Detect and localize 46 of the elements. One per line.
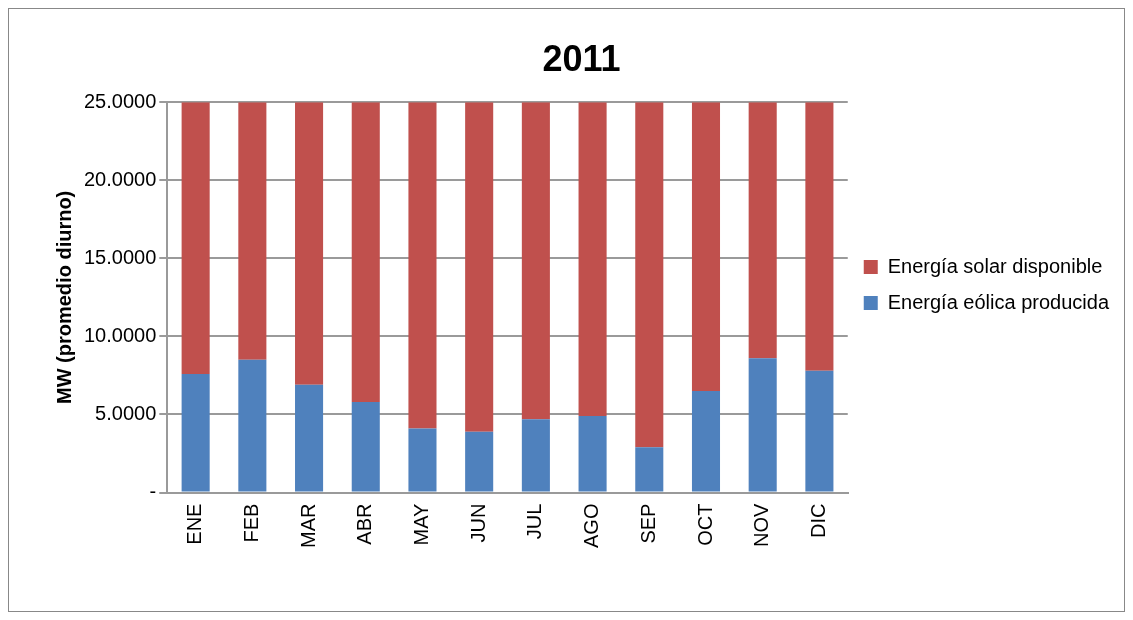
- bar: [691, 391, 721, 492]
- y-tick-label: 5.0000: [95, 401, 157, 424]
- bar: [181, 373, 210, 492]
- bar: [408, 102, 437, 429]
- x-tick-label: SEP: [636, 503, 659, 544]
- x-tick-label: OCT: [693, 503, 716, 546]
- x-tick-label: FEB: [239, 503, 262, 543]
- bar: [578, 102, 607, 417]
- x-tick-label: JUN: [466, 503, 489, 543]
- x-tick-label: MAY: [409, 503, 432, 546]
- bar: [578, 416, 607, 492]
- bar: [351, 401, 380, 492]
- bar: [465, 102, 494, 432]
- bar: [805, 102, 834, 371]
- x-tick-label: ENE: [183, 503, 206, 545]
- bar: [295, 102, 324, 385]
- bar: [238, 102, 267, 360]
- x-tick-label: JUL: [523, 503, 546, 540]
- x-tick-label: AGO: [580, 503, 603, 548]
- x-tick-label: NOV: [750, 502, 773, 547]
- legend-label: Energía solar disponible: [887, 254, 1103, 277]
- y-tick-label: -: [149, 480, 157, 503]
- bar: [465, 431, 494, 492]
- y-axis-title: MW (promedio diurno): [52, 190, 75, 405]
- y-tick-label: 10.0000: [84, 323, 157, 346]
- bar: [295, 384, 324, 492]
- bar: [238, 359, 267, 492]
- x-tick-label: ABR: [353, 503, 376, 545]
- x-tick-label: DIC: [806, 503, 829, 538]
- bar: [748, 102, 777, 359]
- bar: [351, 102, 380, 402]
- y-tick-label: 20.0000: [84, 167, 157, 190]
- chart-title: 2011: [542, 37, 621, 79]
- x-tick-label: MAR: [296, 503, 319, 548]
- bar: [748, 358, 777, 492]
- y-tick-label: 15.0000: [84, 245, 157, 268]
- bar: [805, 370, 834, 492]
- bar: [181, 102, 210, 374]
- bar: [521, 102, 550, 420]
- bar: [635, 102, 664, 448]
- bar: [635, 447, 664, 492]
- y-tick-label: 25.0000: [84, 89, 157, 112]
- bar: [521, 419, 550, 492]
- bar: [691, 102, 721, 392]
- legend-label: Energía eólica producida: [887, 290, 1110, 313]
- bar: [408, 428, 437, 492]
